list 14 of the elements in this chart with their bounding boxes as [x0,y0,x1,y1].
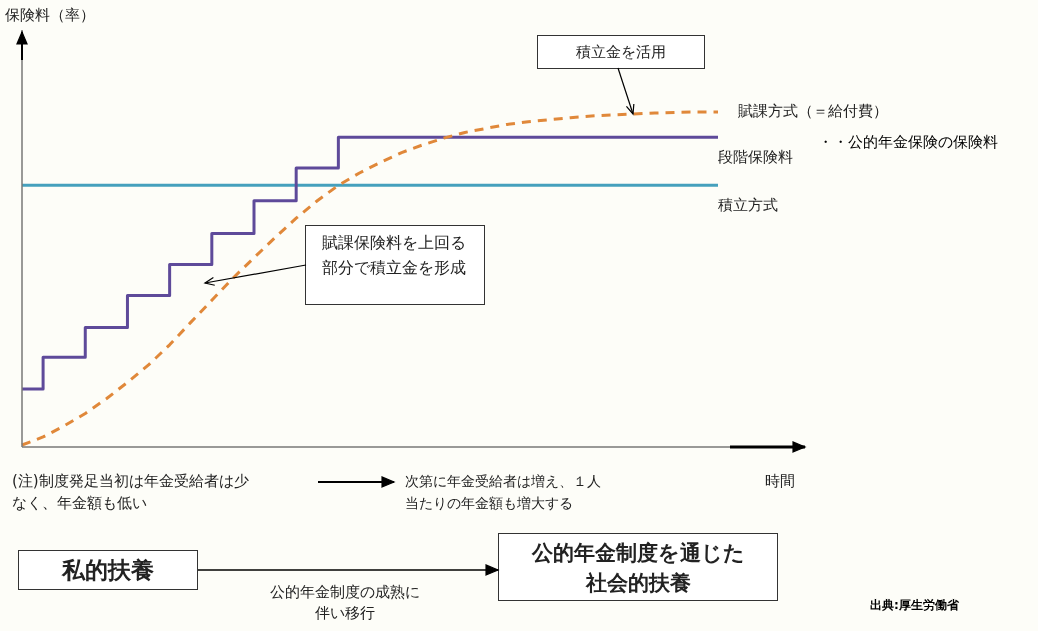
text: 保険料（率） [5,5,95,26]
text: 公的年金制度の成熟に伴い移行 [270,582,420,624]
text: 私的扶養 [18,550,198,590]
annotation: 賦課保険料を上回る部分で積立金を形成 [305,225,485,305]
text: (注)制度発足当初は年金受給者は少なく、年金額も低い [12,471,250,514]
text: 公的年金制度を通じた社会的扶養 [498,533,778,601]
series-label: 積立方式 [718,196,778,215]
series-label: 段階保険料 [718,148,793,167]
text: 積立金を活用 [537,35,705,69]
text: 次第に年金受給者は増え、１人当たりの年金額も増大する [405,472,602,513]
series-label: 賦課方式（＝給付費） [738,101,888,120]
text: ・・公的年金保険の保険料 [818,132,998,153]
source-note: 出典:厚生労働省 [870,597,959,614]
x-axis-title: 時間 [765,471,795,492]
